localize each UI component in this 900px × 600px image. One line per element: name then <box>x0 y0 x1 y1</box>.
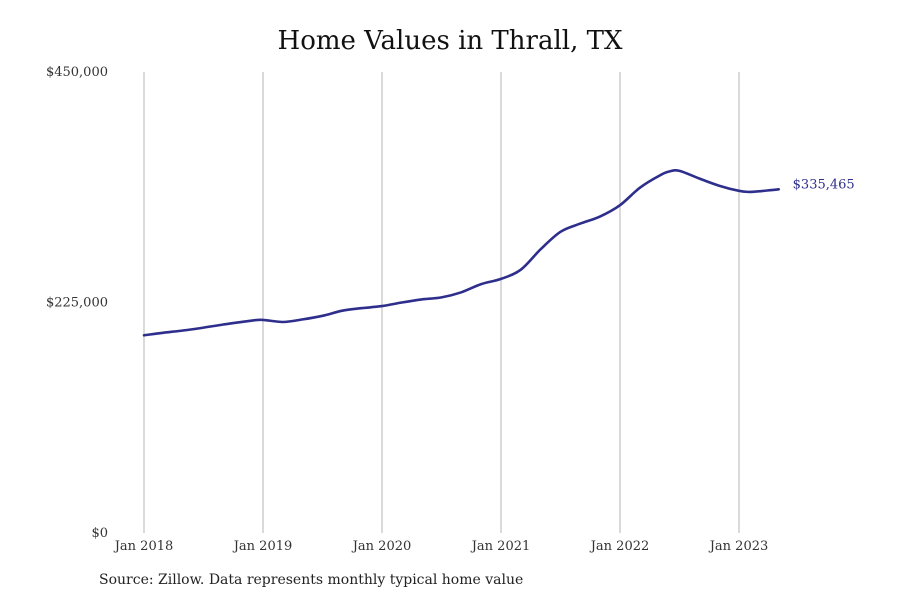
x-tick-label: Jan 2021 <box>470 539 531 554</box>
x-tick-label: Jan 2023 <box>708 539 769 554</box>
end-label-group: $335,465 <box>793 177 855 192</box>
y-tick-label: $450,000 <box>46 65 108 80</box>
x-axis-tick-labels: Jan 2018 Jan 2019 Jan 2020 Jan 2021 Jan 2022… <box>113 539 769 554</box>
series-line-group <box>142 169 780 337</box>
y-axis-tick-labels: $0 $225,000 $450,000 <box>46 65 108 541</box>
y-tick-label: $225,000 <box>46 296 108 311</box>
chart-title: Home Values in Thrall, TX <box>277 26 623 56</box>
y-tick-label: $0 <box>91 526 108 541</box>
end-value-label: $335,465 <box>793 177 855 192</box>
series-line <box>142 169 780 337</box>
x-tick-label: Jan 2018 <box>113 539 174 554</box>
x-tick-label: Jan 2022 <box>589 539 650 554</box>
x-tick-label: Jan 2020 <box>351 539 412 554</box>
source-note: Source: Zillow. Data represents monthly … <box>99 572 524 588</box>
gridlines <box>143 72 740 533</box>
x-tick-label: Jan 2019 <box>232 539 293 554</box>
